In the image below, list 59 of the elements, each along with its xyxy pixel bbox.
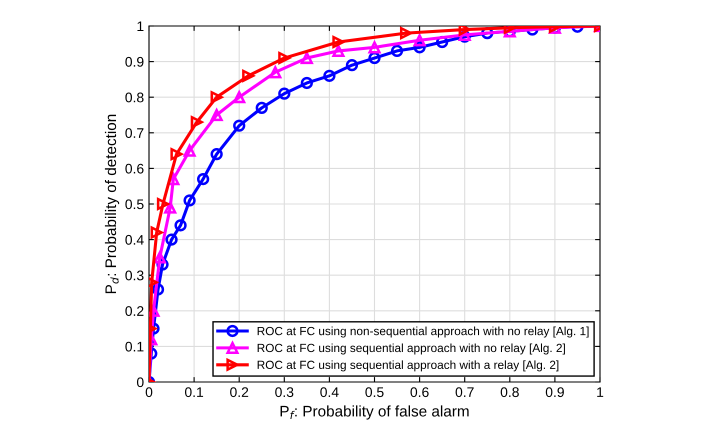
y-tick-label: 0: [136, 377, 144, 388]
y-tick-label: 0.2: [125, 306, 144, 316]
point: [154, 251, 166, 264]
legend-label: ROC at FC using sequential approach with a relay [Alg. 2]: [258, 360, 558, 372]
point: [164, 201, 176, 214]
y-tick-label: 0.6: [125, 164, 144, 174]
y-tick-label: 0.5: [125, 199, 144, 210]
point: [174, 219, 187, 232]
point: [242, 70, 254, 82]
point: [332, 44, 345, 58]
point: [210, 148, 223, 160]
y-tick-label: 0.8: [125, 92, 144, 102]
point: [269, 66, 282, 78]
point: [458, 26, 471, 36]
x-tick-label: 0.1: [184, 387, 204, 398]
y-tick-label: 0.9: [125, 56, 144, 67]
x-tick-label: 0.6: [410, 387, 429, 398]
point: [190, 116, 203, 128]
x-tick-label: 0.5: [365, 387, 384, 398]
point: [368, 41, 381, 54]
x-tick-label: 0.8: [500, 387, 519, 398]
point: [413, 34, 426, 46]
point: [332, 36, 345, 48]
x-axis-title: P$_{f}$: Probability of false alarm: [280, 405, 469, 420]
point: [300, 52, 313, 64]
point: [323, 70, 336, 82]
x-tick-label: 1: [597, 387, 604, 397]
x-tick-label: 0.3: [275, 387, 294, 398]
x-tick-label: 0.9: [546, 387, 564, 398]
point: [390, 44, 404, 58]
point: [233, 120, 246, 132]
legend-label: ROC at FC using non-sequential approach with no relay [Alg. 1]: [258, 326, 589, 338]
point: [183, 144, 196, 157]
y-tick-label: 0.1: [125, 342, 144, 352]
y-tick-label: 1: [137, 21, 144, 32]
point: [210, 108, 223, 122]
x-tick-label: 0.2: [230, 387, 248, 398]
point: [150, 226, 163, 239]
point: [156, 198, 170, 210]
point: [165, 233, 178, 246]
point: [256, 102, 268, 114]
point: [210, 91, 223, 104]
point: [183, 194, 196, 207]
point: [278, 52, 290, 64]
point: [170, 148, 183, 160]
y-tick-label: 0.7: [125, 128, 144, 138]
point: [346, 59, 358, 72]
y-axis-title: P$_{d}$: Probability of detection: [104, 114, 120, 294]
point: [278, 88, 290, 100]
y-tick-label: 0.4: [125, 234, 144, 245]
point: [233, 91, 246, 104]
legend-label: ROC at FC using sequential approach with no relay [Alg. 2]: [258, 343, 565, 354]
x-tick-label: 0.7: [456, 387, 474, 398]
point: [400, 27, 412, 40]
point: [300, 76, 313, 90]
y-tick-label: 0.3: [125, 270, 144, 280]
x-tick-label: 0.4: [320, 387, 339, 398]
x-tick-label: 0: [146, 387, 152, 398]
point: [197, 172, 210, 186]
